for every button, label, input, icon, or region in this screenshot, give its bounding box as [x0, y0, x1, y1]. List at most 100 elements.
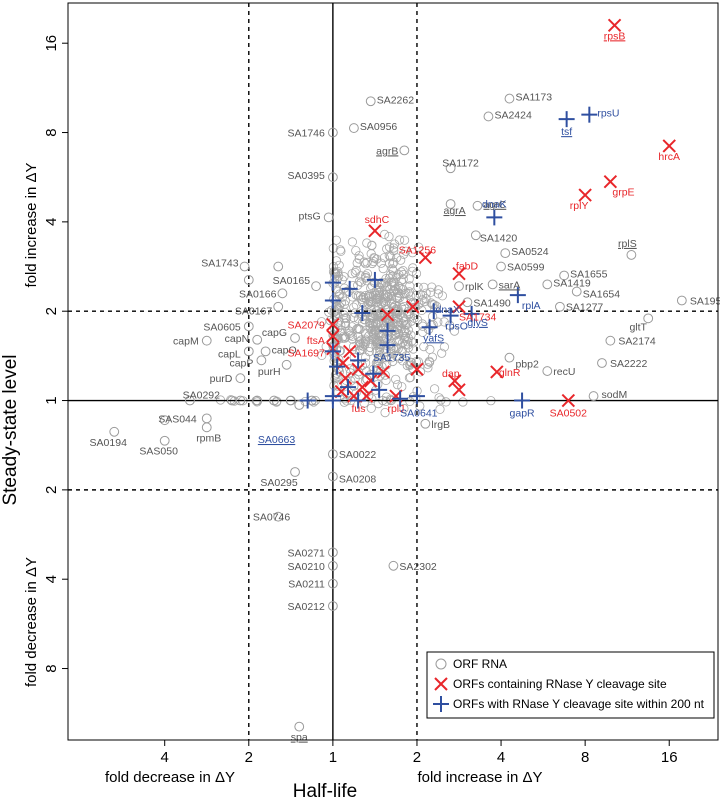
- orf-rna-point: [472, 200, 483, 211]
- point-label: SA2174: [618, 336, 656, 348]
- point-label: SA1490: [473, 297, 511, 309]
- orf-rna-point: [597, 358, 607, 368]
- cleavage-site-point: [452, 300, 466, 314]
- near-cleavage-point: [299, 392, 316, 409]
- orf-point: [371, 297, 381, 307]
- point-label: glnR: [499, 367, 521, 379]
- point-label: SA0022: [339, 449, 377, 461]
- orf-point: [392, 380, 403, 390]
- near-cleavage-point: [581, 106, 598, 123]
- point-label: SA0167: [235, 306, 273, 318]
- orf-rna-point: [571, 286, 582, 297]
- orf-point: [361, 273, 371, 283]
- y-tick-label: 1: [43, 396, 60, 404]
- orf-rna-point: [159, 435, 170, 446]
- orf-point: [384, 242, 395, 252]
- cleavage-site-point: [662, 139, 676, 153]
- point-label: SA0211: [288, 579, 325, 591]
- near-cleavage-point: [408, 388, 425, 405]
- orf-point: [355, 291, 366, 301]
- x-tick-label: 4: [161, 749, 169, 766]
- point-label: capM: [173, 336, 199, 348]
- point-label: agrA: [444, 205, 466, 217]
- orf-point: [433, 317, 443, 327]
- orf-rna-point: [273, 261, 284, 272]
- orf-point: [403, 343, 414, 353]
- point-label: ftsA: [307, 335, 325, 347]
- orf-point: [368, 331, 379, 341]
- orf-rna-point: [365, 96, 376, 107]
- point-label: SA1654: [583, 289, 621, 301]
- orf-rna-point: [327, 601, 338, 611]
- orf-point: [300, 396, 310, 407]
- point-label: glyS: [467, 317, 487, 329]
- orf-point: [356, 271, 366, 281]
- point-label: sarA: [499, 279, 521, 291]
- orf-point: [423, 363, 433, 373]
- legend-box: [426, 651, 715, 719]
- cleavage-site-point: [603, 174, 618, 189]
- cleavage-site-point: [578, 188, 592, 202]
- orf-point: [388, 271, 398, 281]
- orf-point: [413, 315, 423, 325]
- orf-point: [336, 320, 346, 330]
- orf-point: [351, 265, 361, 275]
- orf-point: [419, 296, 429, 307]
- point-label: dnaK: [482, 198, 507, 210]
- orf-point: [351, 246, 361, 256]
- orf-point: [393, 287, 403, 297]
- x-axis-title: Half-life: [293, 781, 357, 800]
- y-axis-bottom-label: fold decrease in ΔY: [23, 557, 40, 687]
- orf-rna-point: [487, 279, 498, 290]
- orf-point: [364, 331, 374, 341]
- orf-point: [423, 359, 433, 369]
- orf-rna-point: [294, 721, 305, 732]
- point-label: SA0956: [360, 121, 398, 133]
- point-label: SA0599: [507, 262, 545, 274]
- point-label: dnaX: [436, 304, 461, 316]
- orf-point: [444, 320, 455, 330]
- point-label: capN: [225, 333, 250, 345]
- near-cleavage-point: [324, 274, 341, 291]
- orf-point: [341, 313, 352, 323]
- orf-point: [372, 254, 382, 264]
- point-label: SAS044: [158, 413, 197, 425]
- point-label: SA1420: [480, 232, 518, 244]
- x-axis-left-label: fold decrease in ΔY: [105, 769, 235, 786]
- orf-point: [405, 281, 415, 291]
- orf-rna-point: [327, 449, 338, 460]
- orf-rna-point: [243, 321, 254, 332]
- orf-point: [405, 396, 415, 406]
- orf-rna-point: [243, 346, 254, 357]
- point-label: ptsG: [298, 210, 320, 222]
- orf-point: [427, 352, 437, 362]
- point-label: SA1697: [288, 348, 326, 360]
- orf-rna-point: [201, 413, 212, 424]
- y-axis-top-label: fold increase in ΔY: [23, 162, 40, 287]
- near-cleavage-point: [366, 271, 383, 288]
- orf-rna-point: [311, 281, 321, 292]
- orf-point: [338, 331, 349, 341]
- orf-point: [380, 299, 391, 310]
- point-label: tsf: [561, 126, 572, 138]
- orf-rna-point: [281, 359, 292, 370]
- orf-rna-point: [235, 395, 246, 406]
- orf-point: [336, 246, 346, 256]
- point-label: yafS: [423, 332, 444, 344]
- orf-point: [344, 326, 354, 336]
- orf-point: [370, 319, 381, 329]
- point-label: SA0295: [260, 477, 298, 489]
- near-cleavage-point: [365, 365, 382, 382]
- orf-point: [388, 259, 398, 269]
- point-label: SA0166: [239, 288, 277, 300]
- point-label: SA2079: [288, 320, 326, 332]
- orf-point: [433, 285, 444, 295]
- orf-point: [365, 302, 375, 312]
- orf-point: [399, 289, 409, 299]
- orf-point: [369, 334, 379, 344]
- orf-point: [371, 286, 382, 296]
- orf-point: [397, 356, 408, 366]
- orf-point: [398, 265, 408, 276]
- orf-point: [380, 407, 390, 418]
